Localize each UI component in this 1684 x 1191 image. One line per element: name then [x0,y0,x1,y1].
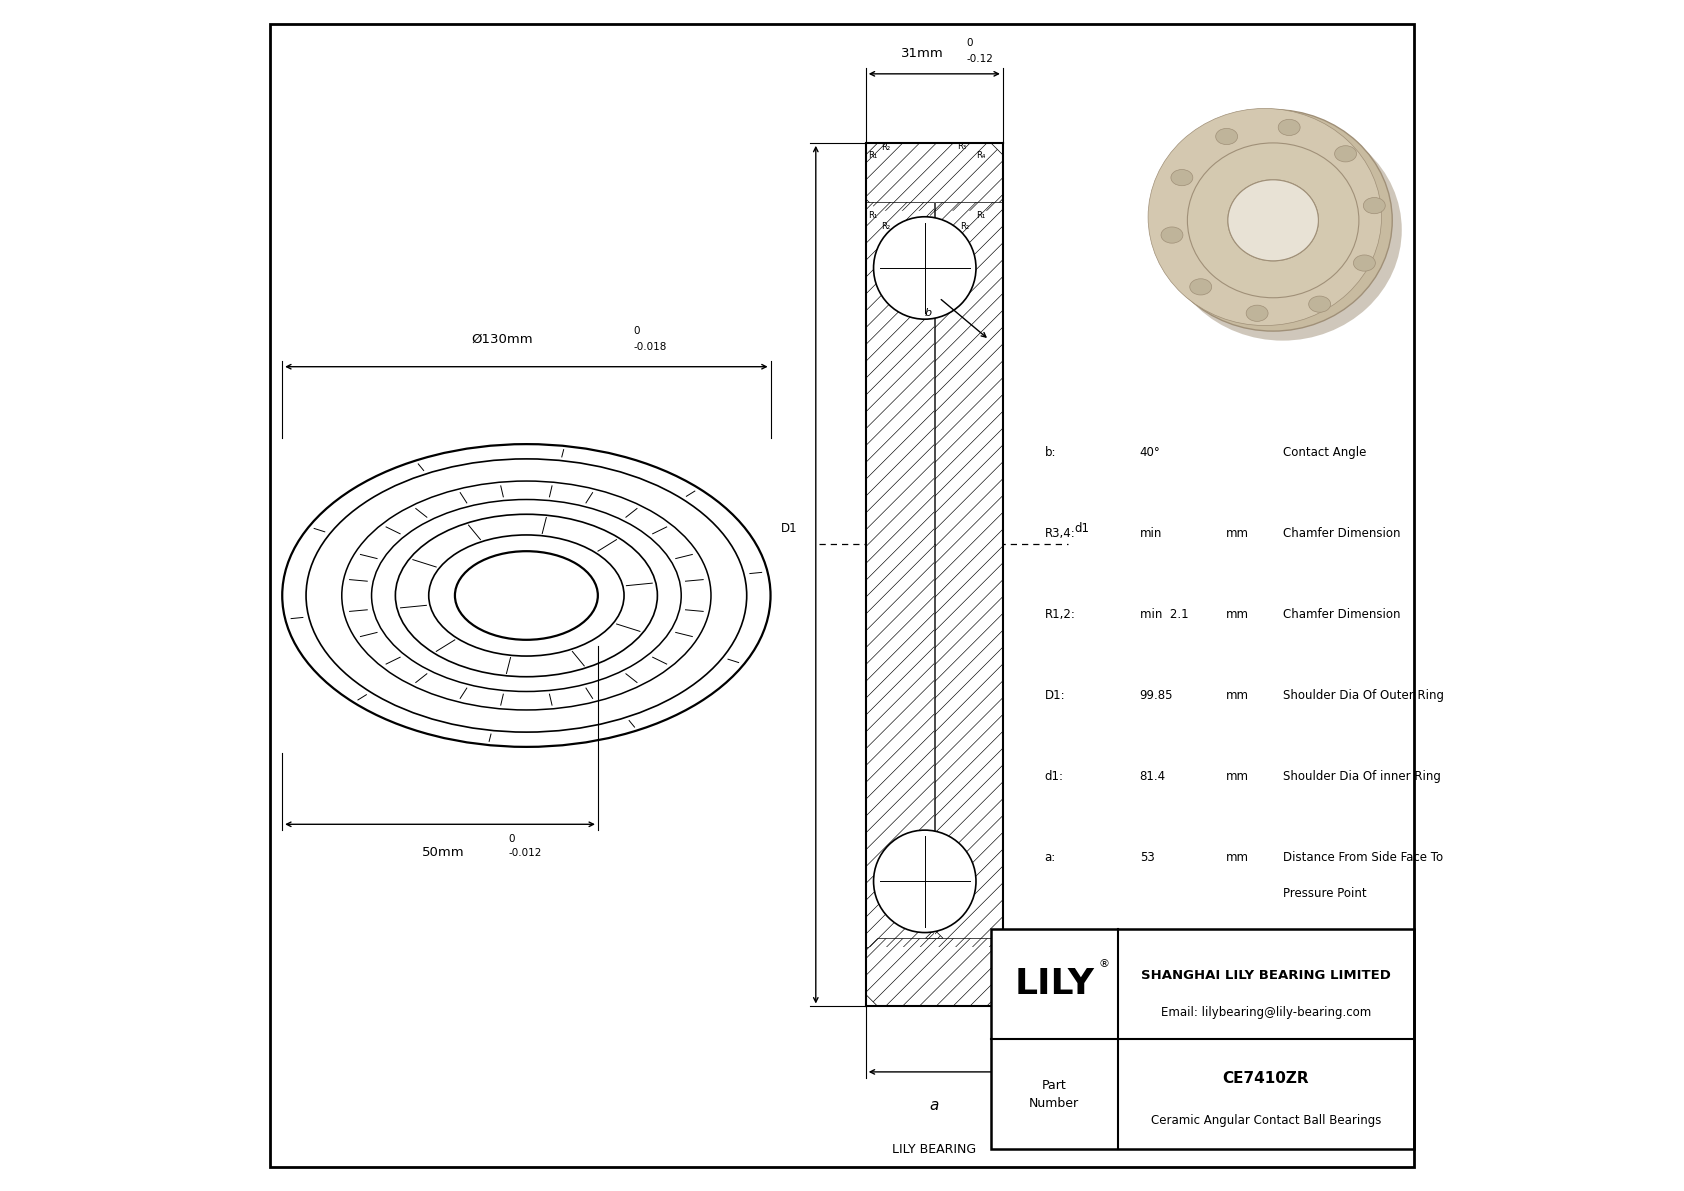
Polygon shape [926,211,943,258]
Ellipse shape [1278,119,1300,136]
Text: 0: 0 [633,326,640,336]
Text: d1: d1 [1074,522,1090,535]
Ellipse shape [1170,169,1192,186]
Text: LILY BEARING: LILY BEARING [893,1143,977,1156]
Text: a:: a: [1044,852,1056,863]
Ellipse shape [1191,279,1212,295]
Text: min  2.1: min 2.1 [1140,609,1189,621]
Ellipse shape [1335,145,1357,162]
Circle shape [874,830,977,933]
Polygon shape [866,143,1002,211]
Text: 81.4: 81.4 [1140,771,1165,782]
Text: Distance From Side Face To: Distance From Side Face To [1283,852,1443,863]
Text: mm: mm [1226,852,1248,863]
Ellipse shape [1246,305,1268,322]
Text: d1:: d1: [1044,771,1064,782]
Polygon shape [866,939,1002,1006]
Text: Shoulder Dia Of Outer Ring: Shoulder Dia Of Outer Ring [1283,690,1443,701]
Text: 99.85: 99.85 [1140,690,1174,701]
Polygon shape [926,891,943,939]
Text: min: min [1140,528,1162,540]
Text: Email: lilybearing@lily-bearing.com: Email: lilybearing@lily-bearing.com [1160,1006,1371,1019]
Ellipse shape [1354,255,1376,272]
Ellipse shape [1164,119,1401,341]
Text: SHANGHAI LILY BEARING LIMITED: SHANGHAI LILY BEARING LIMITED [1140,968,1391,981]
Text: mm: mm [1226,528,1248,540]
Text: -0.12: -0.12 [967,55,994,64]
Text: CE7410ZR: CE7410ZR [1223,1072,1308,1086]
Circle shape [874,217,977,319]
Text: R₂: R₂ [881,143,891,152]
Ellipse shape [1160,227,1182,243]
Text: 53: 53 [1140,852,1155,863]
Ellipse shape [1154,110,1393,331]
Text: R₁: R₁ [977,211,985,220]
Text: Chamfer Dimension: Chamfer Dimension [1283,609,1399,621]
Text: 31mm: 31mm [901,46,943,60]
Polygon shape [866,202,933,947]
Ellipse shape [1187,143,1359,298]
Text: R₁: R₁ [869,151,877,161]
Text: D1:: D1: [1044,690,1064,701]
Text: 0: 0 [509,834,515,843]
Text: R₁: R₁ [869,211,877,220]
Text: LILY: LILY [1014,967,1095,1002]
Text: b: b [925,307,931,318]
Text: R₄: R₄ [977,151,985,161]
Text: mm: mm [1226,690,1248,701]
Polygon shape [935,202,1002,947]
Text: 40°: 40° [1140,447,1160,459]
Ellipse shape [1228,180,1319,261]
Text: -0.012: -0.012 [509,848,542,858]
Text: Shoulder Dia Of inner Ring: Shoulder Dia Of inner Ring [1283,771,1440,782]
Ellipse shape [1364,198,1386,213]
Text: Pressure Point: Pressure Point [1283,887,1366,899]
Text: R₂: R₂ [960,222,968,231]
Text: Ceramic Angular Contact Ball Bearings: Ceramic Angular Contact Ball Bearings [1150,1114,1381,1127]
Text: Contact Angle: Contact Angle [1283,447,1366,459]
Text: ®: ® [1100,959,1110,969]
Text: 0: 0 [967,38,973,48]
Bar [990,929,1413,1149]
Text: mm: mm [1226,771,1248,782]
Text: R1,2:: R1,2: [1044,609,1076,621]
Text: a: a [930,1098,940,1114]
Text: -0.018: -0.018 [633,343,667,353]
Ellipse shape [1216,129,1238,144]
Ellipse shape [1148,108,1381,325]
Text: Part
Number: Part Number [1029,1079,1079,1110]
Text: b:: b: [1044,447,1056,459]
Text: R3,4:: R3,4: [1044,528,1074,540]
Text: 50mm: 50mm [421,846,465,859]
Text: D1: D1 [781,522,798,535]
Text: R₃: R₃ [958,142,967,151]
Text: R₂: R₂ [881,222,891,231]
Ellipse shape [1308,297,1330,312]
Text: Ø130mm: Ø130mm [472,332,534,345]
Text: mm: mm [1226,609,1248,621]
Ellipse shape [1228,180,1319,261]
Text: Chamfer Dimension: Chamfer Dimension [1283,528,1399,540]
